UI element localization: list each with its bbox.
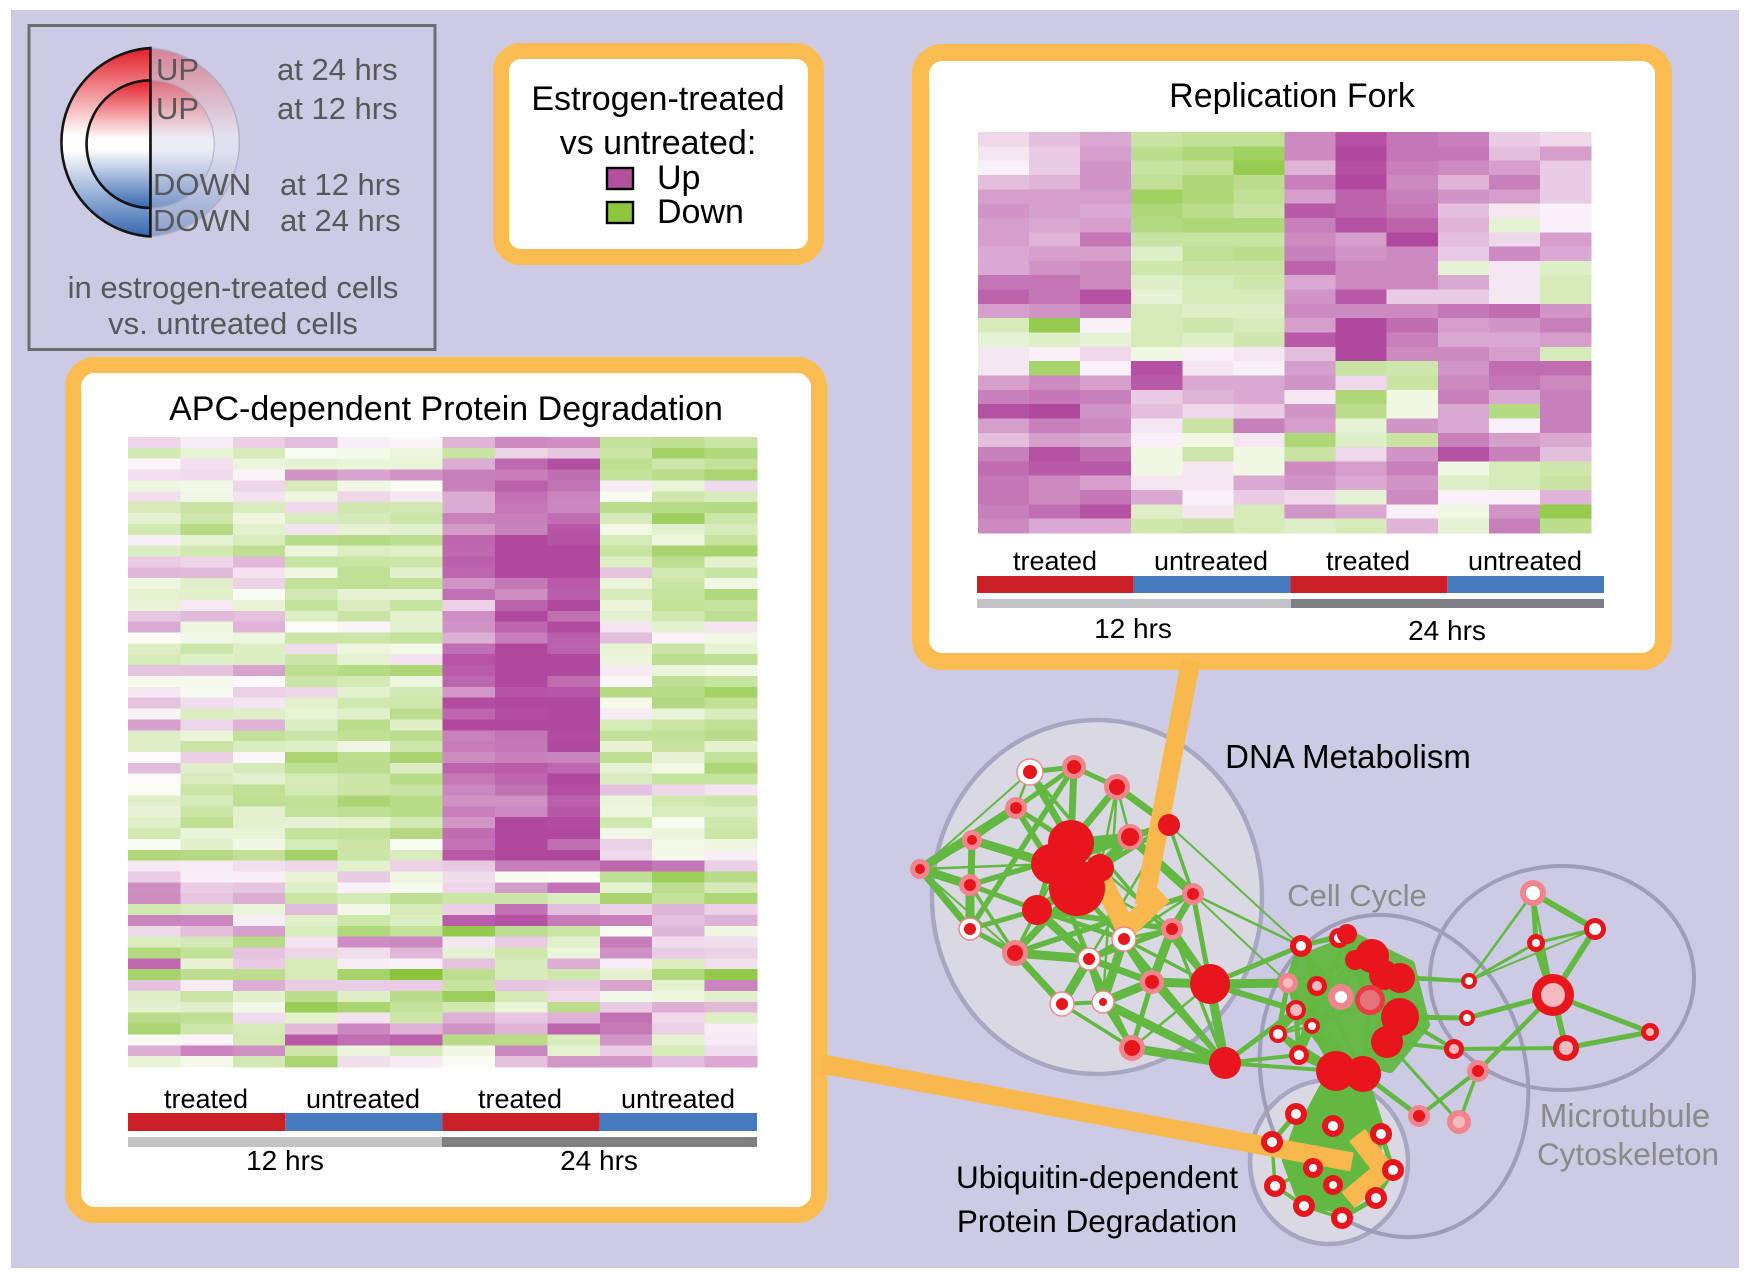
- svg-text:treated: treated: [1013, 546, 1097, 576]
- svg-text:Estrogen-treated: Estrogen-treated: [531, 80, 784, 118]
- svg-text:Down: Down: [657, 193, 744, 231]
- svg-text:untreated: untreated: [621, 1084, 735, 1114]
- svg-text:untreated: untreated: [306, 1084, 420, 1114]
- svg-text:Protein Degradation: Protein Degradation: [957, 1203, 1237, 1239]
- svg-text:Cytoskeleton: Cytoskeleton: [1537, 1136, 1719, 1172]
- svg-text:Up: Up: [657, 159, 700, 197]
- svg-text:UP: UP: [156, 52, 199, 87]
- svg-text:12 hrs: 12 hrs: [246, 1145, 324, 1176]
- svg-text:Microtubule: Microtubule: [1540, 1097, 1711, 1134]
- svg-text:vs. untreated cells: vs. untreated cells: [108, 306, 358, 341]
- svg-text:at 12 hrs: at 12 hrs: [277, 91, 398, 126]
- svg-text:DNA Metabolism: DNA Metabolism: [1225, 738, 1471, 775]
- svg-text:Ubiquitin-dependent: Ubiquitin-dependent: [956, 1159, 1238, 1195]
- svg-text:DOWN: DOWN: [153, 167, 251, 202]
- svg-text:APC-dependent Protein Degradat: APC-dependent Protein Degradation: [169, 390, 723, 428]
- svg-text:24 hrs: 24 hrs: [560, 1145, 638, 1176]
- svg-text:untreated: untreated: [1468, 546, 1582, 576]
- svg-text:at 24 hrs: at 24 hrs: [280, 203, 401, 238]
- svg-text:vs untreated:: vs untreated:: [560, 124, 757, 162]
- svg-text:at 24 hrs: at 24 hrs: [277, 52, 398, 87]
- svg-text:at 12 hrs: at 12 hrs: [280, 167, 401, 202]
- svg-text:12 hrs: 12 hrs: [1094, 613, 1172, 644]
- svg-text:in estrogen-treated cells: in estrogen-treated cells: [68, 270, 399, 305]
- svg-text:UP: UP: [156, 91, 199, 126]
- svg-text:untreated: untreated: [1154, 546, 1268, 576]
- svg-text:treated: treated: [478, 1084, 562, 1114]
- svg-text:DOWN: DOWN: [153, 203, 251, 238]
- svg-text:treated: treated: [1326, 546, 1410, 576]
- svg-text:24 hrs: 24 hrs: [1408, 615, 1486, 646]
- svg-text:treated: treated: [164, 1084, 248, 1114]
- svg-text:Replication Fork: Replication Fork: [1169, 77, 1416, 115]
- svg-text:Cell Cycle: Cell Cycle: [1287, 878, 1427, 913]
